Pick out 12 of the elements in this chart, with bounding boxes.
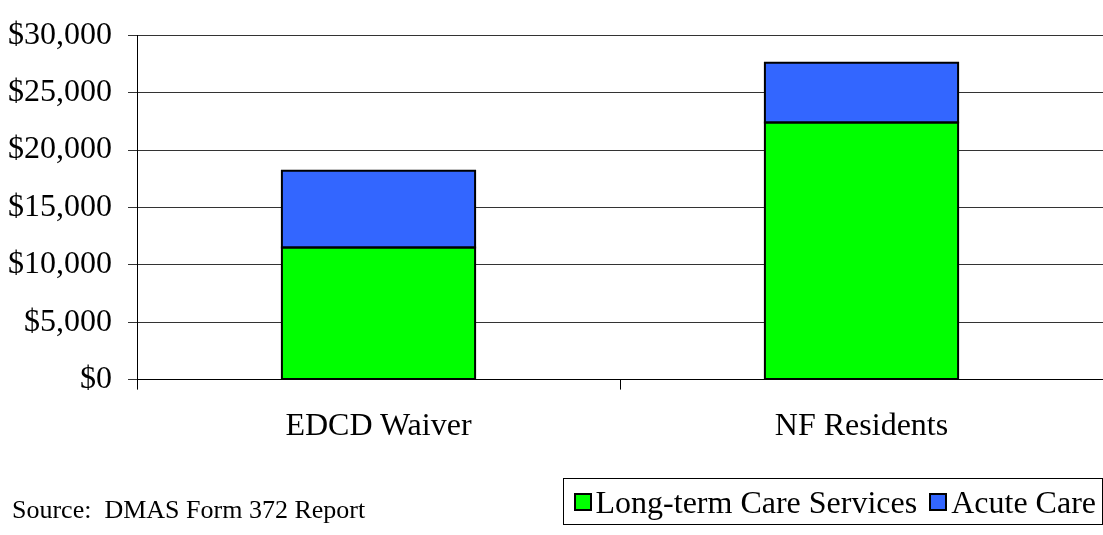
y-tick-label: $30,000 — [8, 14, 112, 51]
y-tick-label: $10,000 — [8, 244, 112, 281]
y-tick-label: $5,000 — [24, 301, 112, 338]
legend-label: Long-term Care Services — [595, 483, 918, 521]
x-tick-label: EDCD Waiver — [285, 406, 472, 443]
source-note: Source: DMAS Form 372 Report — [12, 494, 366, 526]
x-tick-label: NF Residents — [774, 406, 949, 443]
y-tick-label: $0 — [80, 359, 112, 396]
y-tick-label: $20,000 — [8, 129, 112, 166]
y-tick-label: $25,000 — [8, 72, 112, 109]
legend-label: Acute Care — [951, 483, 1096, 521]
y-tick-label: $15,000 — [8, 186, 112, 223]
